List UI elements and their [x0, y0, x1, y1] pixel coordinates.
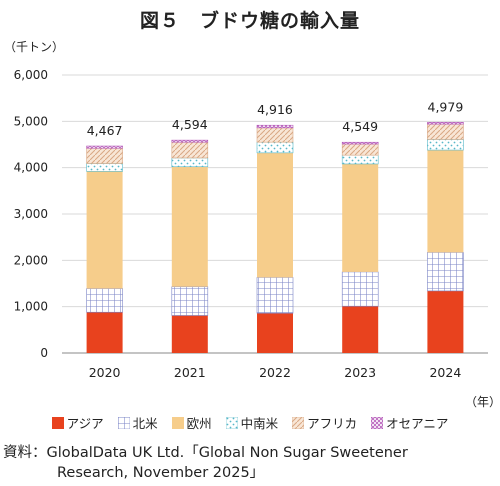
- bar-segment-africa-2023: [341, 143, 379, 156]
- bar-segment-north-america-2023: [341, 271, 379, 307]
- source-line-2: Research, November 2025」: [57, 465, 265, 481]
- bar-segment-europe-2024: [427, 150, 464, 253]
- legend-item-europe: 欧州: [171, 413, 212, 432]
- y-tick-label: 0: [40, 346, 48, 360]
- bar-segment-asia-2020: [86, 312, 123, 353]
- y-axis-ticks: 0 1,000 2,000 3,000 4,000 5,000 6,000: [14, 68, 48, 360]
- legend-item-asia: アジア: [51, 413, 104, 432]
- y-tick-label: 5,000: [14, 114, 48, 128]
- total-label: 4,467: [87, 123, 123, 138]
- bar-segment-latin-america-2022: [256, 141, 294, 154]
- y-tick-label: 2,000: [14, 253, 48, 267]
- bar-segment-north-america-2022: [256, 277, 294, 314]
- legend-label-north-america: 北米: [132, 416, 158, 431]
- bar-segment-north-america-2021: [171, 286, 209, 316]
- legend-swatch-africa: [292, 416, 305, 429]
- bar-segment-oceania-2022: [256, 124, 294, 129]
- x-tick-label: 2022: [259, 365, 291, 380]
- bar-segment-africa-2022: [256, 127, 294, 143]
- bar-segment-asia-2021: [171, 315, 208, 353]
- total-label: 4,979: [428, 99, 464, 114]
- y-tick-label: 6,000: [14, 68, 48, 82]
- bars: [86, 122, 464, 353]
- x-tick-label: 2024: [429, 365, 461, 380]
- bar-segment-asia-2024: [427, 290, 464, 353]
- legend-swatch-asia: [51, 416, 64, 429]
- chart-title: 図５ ブドウ糖の輸入量: [139, 10, 360, 32]
- bar-segment-oceania-2024: [427, 122, 464, 125]
- legend-swatch-oceania: [371, 416, 384, 429]
- bar-segment-africa-2021: [171, 141, 209, 159]
- source-line-1: 資料：GlobalData UK Ltd.「Global Non Sugar S…: [3, 445, 408, 461]
- y-tick-label: 1,000: [14, 300, 48, 314]
- x-axis-unit: （年）: [465, 395, 500, 409]
- legend-swatch-latin-america: [225, 416, 238, 429]
- bar-segment-latin-america-2020: [86, 163, 123, 172]
- y-tick-label: 3,000: [14, 207, 48, 221]
- legend-item-north-america: 北米: [117, 413, 158, 432]
- bar-segment-oceania-2023: [341, 141, 379, 145]
- legend: アジア 北米 欧州 中南米 アフリカ オセアニア: [0, 413, 500, 432]
- legend-label-asia: アジア: [66, 416, 104, 431]
- legend-label-europe: 欧州: [186, 416, 212, 431]
- source-note: 資料：GlobalData UK Ltd.「Global Non Sugar S…: [3, 443, 408, 483]
- bar-segment-europe-2020: [86, 171, 123, 289]
- y-axis-unit: （千トン）: [4, 40, 65, 54]
- stacked-bar-chart: 0 1,000 2,000 3,000 4,000 5,000 6,000 2020 2021…: [14, 68, 488, 380]
- bar-segment-asia-2023: [342, 306, 379, 353]
- total-labels: 4,467 4,594 4,916 4,549 4,979: [87, 99, 464, 138]
- bar-segment-latin-america-2024: [427, 139, 464, 151]
- bar-segment-oceania-2020: [86, 145, 123, 149]
- legend-label-oceania: オセアニア: [386, 416, 449, 431]
- total-label: 4,916: [257, 102, 293, 117]
- legend-label-africa: アフリカ: [307, 416, 358, 431]
- legend-item-oceania: オセアニア: [371, 413, 448, 432]
- legend-label-latin-america: 中南米: [240, 416, 279, 431]
- gridlines: [62, 74, 488, 354]
- x-tick-label: 2020: [89, 365, 121, 380]
- legend-swatch-north-america: [117, 416, 130, 429]
- legend-swatch-europe: [171, 416, 184, 429]
- bar-segment-asia-2022: [257, 313, 293, 353]
- total-label: 4,549: [342, 119, 378, 134]
- legend-item-africa: アフリカ: [292, 413, 357, 432]
- bar-segment-latin-america-2023: [341, 154, 379, 165]
- x-tick-label: 2021: [174, 365, 206, 380]
- bar-segment-latin-america-2021: [171, 157, 209, 168]
- bar-segment-europe-2022: [257, 152, 293, 278]
- bar-segment-north-america-2024: [427, 252, 464, 292]
- y-tick-label: 4,000: [14, 161, 48, 175]
- bar-segment-africa-2024: [427, 123, 464, 140]
- bar-segment-north-america-2020: [86, 288, 123, 313]
- bar-segment-oceania-2021: [171, 139, 209, 143]
- legend-item-latin-america: 中南米: [225, 413, 279, 432]
- bar-segment-africa-2020: [86, 147, 123, 164]
- total-label: 4,594: [172, 117, 208, 132]
- bar-segment-europe-2023: [342, 163, 379, 272]
- x-tick-label: 2023: [344, 365, 376, 380]
- x-axis-ticks: 2020 2021 2022 2023 2024: [89, 365, 462, 380]
- bar-segment-europe-2021: [171, 166, 208, 287]
